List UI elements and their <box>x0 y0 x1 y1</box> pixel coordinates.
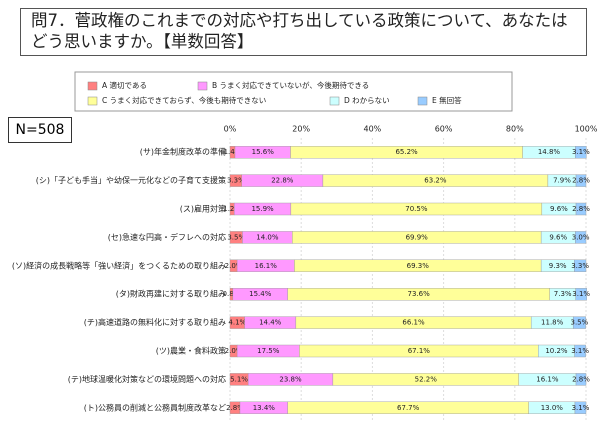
value-label: 15.6% <box>252 148 275 156</box>
value-label: 7.3% <box>554 290 572 298</box>
legend-swatch <box>87 81 98 91</box>
value-label: 5.1% <box>230 375 248 383</box>
value-label: 3.5% <box>571 319 589 327</box>
value-label: 73.6% <box>408 290 431 298</box>
value-label: 3.3% <box>571 262 589 270</box>
value-label: 15.9% <box>251 205 274 213</box>
y-tick-label: (テ)地球温暖化対策などの環境問題への対応 <box>68 374 226 384</box>
value-label: 1.2% <box>223 205 241 213</box>
value-label: 7.9% <box>553 177 571 185</box>
bar-segment <box>575 145 587 159</box>
value-label: 17.5% <box>257 347 280 355</box>
sample-size: N=508 <box>8 117 72 143</box>
bar-segment <box>575 231 587 244</box>
x-tick-label: 0% <box>224 125 237 134</box>
value-label: 69.9% <box>406 233 429 241</box>
value-label: 52.2% <box>415 375 438 383</box>
legend-label: B うまく対応できていないが、今後期待できる <box>212 80 369 90</box>
value-label: 3.1% <box>572 404 590 412</box>
value-label: 63.2% <box>424 177 447 185</box>
value-label: 3.1% <box>572 148 590 156</box>
value-label: 70.5% <box>405 205 428 213</box>
bar-segment <box>575 202 587 216</box>
bar-segment <box>574 259 587 272</box>
value-label: 4.1% <box>228 319 246 327</box>
y-tick-label: (セ)急速な円高・デフレへの対応 <box>108 232 226 242</box>
value-label: 14.4% <box>259 319 282 327</box>
title: 問7．菅政権のこれまでの対応や打ち出している政策について、あなたはどう思いますか… <box>20 8 587 56</box>
value-label: 67.1% <box>408 347 431 355</box>
y-tick-label: (ト)公務員の削減と公務員制度改革など <box>84 402 226 412</box>
value-label: 22.8% <box>271 177 294 185</box>
value-label: 9.6% <box>550 205 568 213</box>
value-label: 2.8% <box>572 205 590 213</box>
y-tick-label: (チ)高速道路の無料化に対する取り組み <box>84 317 226 327</box>
x-tick-label: 40% <box>364 125 382 134</box>
value-label: 2.0% <box>225 262 243 270</box>
value-label: 23.8% <box>279 375 302 383</box>
value-label: 3.0% <box>572 233 590 241</box>
value-label: 15.4% <box>249 290 272 298</box>
value-label: 2.8% <box>226 404 244 412</box>
legend-label: C うまく対応できておらず、今後も期待できない <box>102 95 266 105</box>
value-label: 65.2% <box>395 148 418 156</box>
value-label: 3.1% <box>571 347 589 355</box>
x-tick-label: 100% <box>575 125 598 134</box>
value-label: 2.8% <box>572 375 590 383</box>
bar-segment <box>575 373 587 386</box>
value-label: 9.3% <box>549 262 567 270</box>
y-tick-label: (シ)「子ども手当」や幼保一元化などの子育て支援策 <box>36 175 226 185</box>
value-label: 13.0% <box>541 404 564 412</box>
value-label: 2.0% <box>225 347 243 355</box>
value-label: 3.5% <box>227 233 245 241</box>
value-label: 13.4% <box>253 404 276 412</box>
value-label: 10.2% <box>545 347 568 355</box>
bar-segment <box>572 316 586 329</box>
x-tick-label: 20% <box>292 125 310 134</box>
value-label: 67.7% <box>397 404 420 412</box>
value-label: 16.1% <box>255 262 278 270</box>
x-tick-label: 60% <box>435 125 453 134</box>
bar-segment <box>575 288 587 301</box>
value-label: 14.0% <box>256 233 279 241</box>
legend-label: A 適切である <box>102 80 147 90</box>
value-label: 69.3% <box>407 262 430 270</box>
bar-segment <box>574 344 586 358</box>
value-label: 11.8% <box>541 319 564 327</box>
x-tick-label: 80% <box>506 125 524 134</box>
legend-label: D わからない <box>344 96 390 105</box>
value-label: 3.3% <box>227 177 245 185</box>
value-label: 14.8% <box>538 148 561 156</box>
value-label: 3.1% <box>572 290 590 298</box>
value-label: 66.1% <box>402 319 425 327</box>
legend-label: E 無回答 <box>432 95 462 105</box>
value-label: 16.1% <box>536 375 559 383</box>
legend-swatch <box>197 81 208 91</box>
legend-swatch <box>329 96 340 106</box>
y-tick-label: (タ)財政再建に対する取り組み <box>116 289 226 299</box>
legend-box <box>74 71 513 112</box>
y-tick-label: (ソ)経済の成長戦略等「強い経済」をつくるための取り組み <box>12 260 226 270</box>
value-label: 2.8% <box>572 177 590 185</box>
bar-segment <box>574 401 587 414</box>
value-label: 1.4% <box>224 148 242 156</box>
y-tick-label: (ツ)農業・食料政策 <box>156 346 226 356</box>
bar-segment <box>575 174 587 187</box>
y-tick-label: (ス)雇用対策 <box>180 204 226 214</box>
legend-swatch <box>417 96 428 106</box>
value-label: 9.6% <box>549 233 567 241</box>
legend-swatch <box>87 96 98 106</box>
y-tick-label: (サ)年金制度改革の準備 <box>140 147 226 157</box>
value-label: 0.8% <box>223 290 241 298</box>
